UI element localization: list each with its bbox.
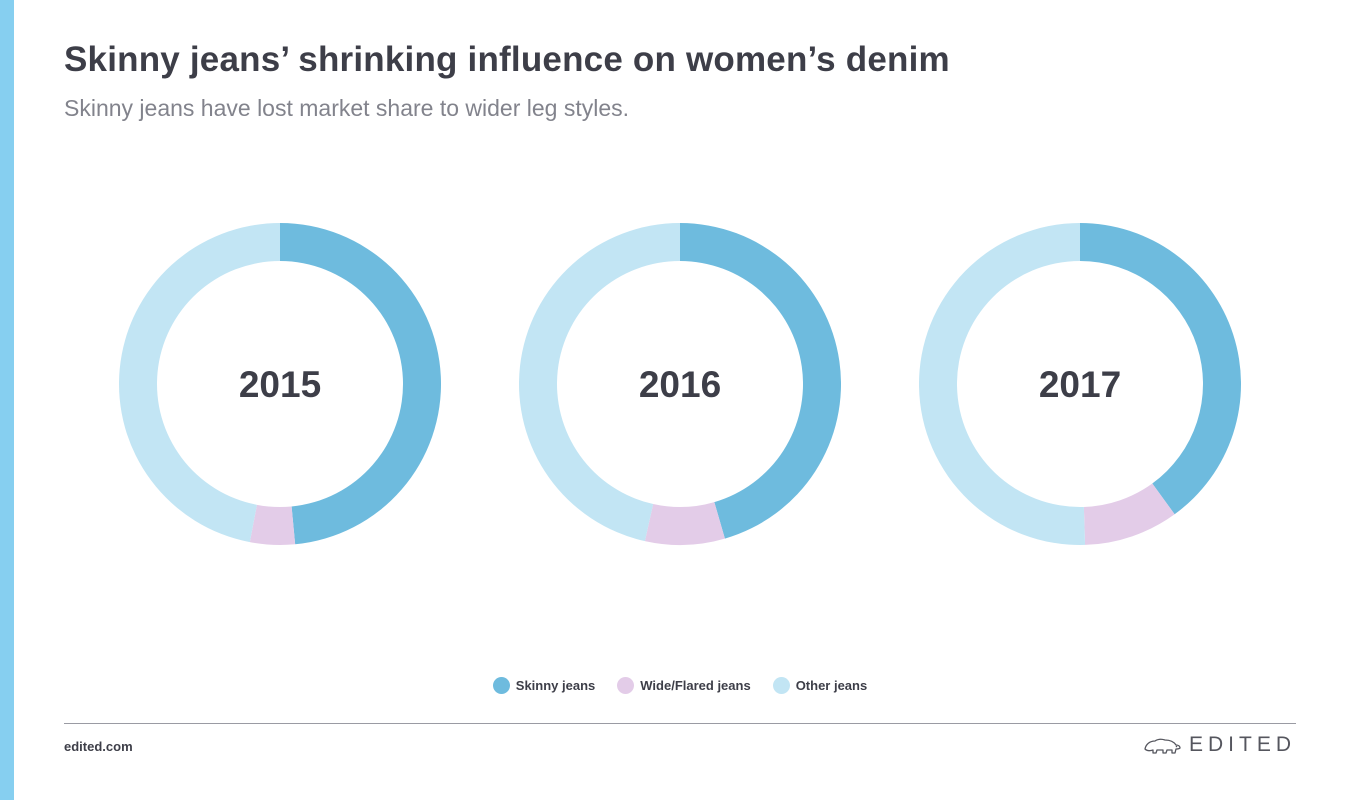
- donut-slice-2017-wide: [1083, 483, 1175, 545]
- footer-site-link[interactable]: edited.com: [64, 739, 133, 754]
- polar-bear-icon: [1144, 738, 1181, 754]
- donut-slice-2015-wide: [249, 504, 296, 545]
- chart-subtitle: Skinny jeans have lost market share to w…: [64, 95, 630, 121]
- brand-name: EDITED: [1188, 733, 1296, 756]
- donut-center-label: 2016: [639, 364, 721, 405]
- legend: Skinny jeans Wide/Flared jeans Other jea…: [0, 677, 1360, 694]
- donut-slice-2015-other: [118, 223, 280, 543]
- legend-label-wide: Wide/Flared jeans: [640, 678, 751, 693]
- footer-divider: [64, 723, 1296, 724]
- chart-title: Skinny jeans’ shrinking influence on wom…: [64, 40, 950, 79]
- donut-slice-2016-other: [518, 223, 680, 542]
- accent-bar: [0, 0, 14, 800]
- brand-logo: EDITED: [1143, 733, 1296, 757]
- legend-item-other: Other jeans: [772, 677, 868, 694]
- donut-slice-2016-skinny: [680, 223, 842, 539]
- donut-center-label: 2017: [1039, 364, 1121, 405]
- donut-slice-2016-wide: [644, 502, 725, 545]
- donut-slice-2015-skinny: [280, 223, 441, 545]
- donut-slice-2017-other: [918, 223, 1086, 545]
- donut-center-label: 2015: [239, 364, 321, 405]
- legend-item-wide: Wide/Flared jeans: [617, 677, 751, 694]
- legend-label-other: Other jeans: [795, 678, 868, 693]
- legend-swatch-other: [772, 677, 790, 694]
- legend-swatch-skinny: [492, 677, 510, 694]
- legend-label-skinny: Skinny jeans: [515, 678, 596, 693]
- donut-slice-2017-skinny: [1080, 223, 1241, 515]
- legend-swatch-wide: [617, 677, 635, 694]
- legend-item-skinny: Skinny jeans: [492, 677, 596, 694]
